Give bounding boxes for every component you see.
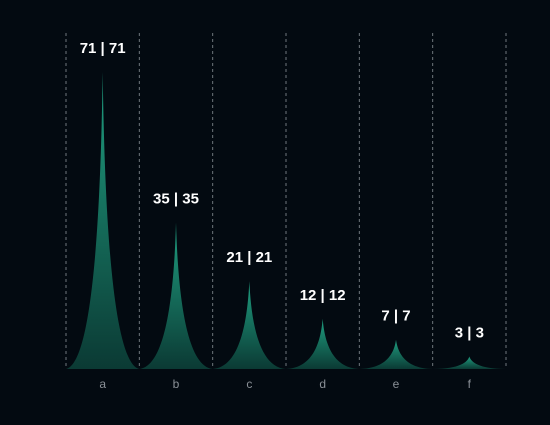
x-tick-label-e: e <box>393 377 400 391</box>
peak-b <box>139 222 213 369</box>
data-label-d: 12 | 12 <box>300 287 346 304</box>
x-tick-label-c: c <box>246 377 252 391</box>
data-label-a: 71 | 71 <box>80 40 126 57</box>
x-tick-label-d: d <box>319 377 326 391</box>
peak-d <box>286 318 360 369</box>
peak-a <box>66 72 140 369</box>
data-label-f: 3 | 3 <box>455 324 484 341</box>
label-layer: 71 | 71 35 | 35 21 | 21 12 | 12 7 | 7 3 | 3 <box>80 40 484 341</box>
grid-layer <box>65 33 507 369</box>
tick-layer: a b c d e f <box>99 377 471 391</box>
data-label-b: 35 | 35 <box>153 191 199 208</box>
data-label-c: 21 | 21 <box>226 249 272 266</box>
x-tick-label-f: f <box>468 377 472 391</box>
x-tick-label-b: b <box>173 377 180 391</box>
peak-e <box>359 339 433 369</box>
peak-c <box>212 281 286 369</box>
peak-f <box>432 356 506 369</box>
x-tick-label-a: a <box>99 377 106 391</box>
data-label-e: 7 | 7 <box>381 308 410 325</box>
peak-layer <box>66 72 506 369</box>
